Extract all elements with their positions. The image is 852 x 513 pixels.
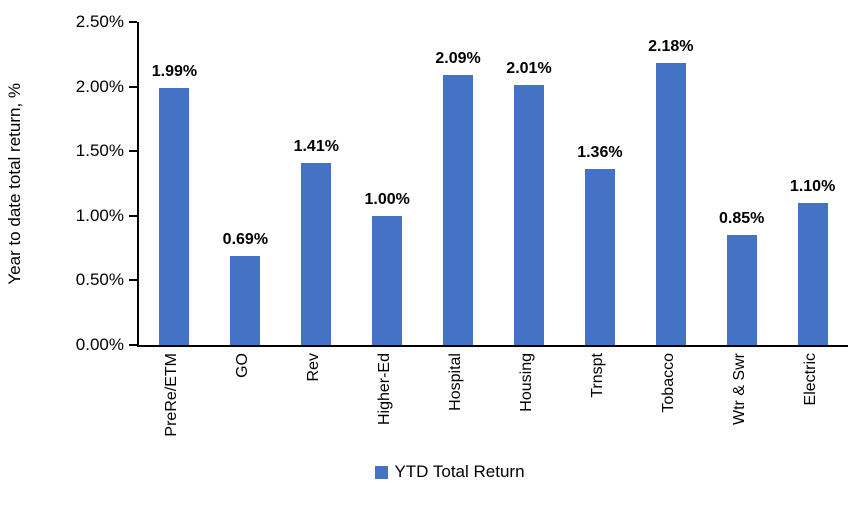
bars-container: 1.99% 0.69% 1.41% 1.00% 2.09% 2.01% 1.36% 2.18%… [139,22,848,345]
y-tick-label: 0.00% [75,335,124,354]
bar-value-label: 1.41% [293,137,339,155]
bar-slot: 2.09% [423,22,494,345]
y-tick-mark [129,344,137,346]
bar-9 [797,202,828,345]
y-tick-label: 0.50% [75,270,124,290]
y-tick-label: 1.50% [75,141,124,161]
plot-area: 1.99% 0.69% 1.41% 1.00% 2.09% 2.01% 1.36% 2.18%… [137,22,848,347]
x-axis-label: PreRe/ETM [163,353,181,437]
bar-value-label: 1.99% [151,62,198,80]
y-tick-label: 1.00% [75,205,124,225]
bar-value-label: 1.10% [789,177,836,195]
x-axis-label: Wtr & Swr [730,353,748,425]
bar-value-label: 0.69% [222,230,269,248]
bar-value-label: 2.09% [435,50,481,67]
y-axis-title-container: Year to date total return, % [0,22,30,345]
y-tick-label: 2.00% [75,76,124,96]
bar-slot: 2.01% [494,22,565,345]
x-label-slot: Housing [492,353,563,459]
bar-slot: 0.85% [706,22,777,345]
bar-value-label: 2.18% [648,38,694,56]
y-tick-mark [129,279,137,282]
bar-4 [443,75,474,345]
bar-slot: 1.10% [777,22,848,345]
bar-value-label: 0.85% [719,210,765,228]
bar-5 [513,85,544,345]
y-tick-mark [129,21,137,23]
x-label-slot: Electric [775,353,846,459]
x-label-slot: Tobacco [633,353,704,459]
x-axis-label: Housing [517,353,535,412]
x-axis-label: Rev [305,353,323,382]
bar-3 [372,215,403,345]
bar-slot: 0.69% [210,22,281,345]
x-label-slot: Wtr & Swr [704,353,775,459]
x-axis-label: Hospital [447,353,465,411]
y-tick-mark [129,150,137,153]
legend-swatch-icon [375,465,389,479]
bar-slot: 2.18% [635,22,706,345]
bar-7 [655,63,686,345]
x-label-slot: GO [208,353,279,459]
bar-6 [584,169,615,345]
x-label-slot: Rev [279,353,350,459]
x-axis-label: GO [234,353,252,378]
bar-value-label: 1.36% [577,144,623,162]
y-tick-mark [129,85,137,88]
bar-8 [726,235,757,345]
x-label-slot: Higher-Ed [350,353,421,459]
legend-label: YTD Total Return [394,462,525,481]
x-axis-label: Trnspt [588,353,606,398]
y-tick-label: 2.50% [75,12,124,31]
legend: YTD Total Return [48,462,852,482]
bar-slot: 1.99% [139,22,210,345]
x-axis-label: Tobacco [659,353,677,413]
bar-value-label: 2.01% [506,60,552,78]
bar-2 [301,162,332,345]
y-tick-mark [129,214,137,217]
x-label-slot: Trnspt [562,353,633,459]
bar-slot: 1.41% [281,22,352,345]
x-axis-label: Electric [801,353,819,406]
bar-value-label: 1.00% [364,190,410,208]
bar-slot: 1.36% [564,22,635,345]
y-axis-title: Year to date total return, % [5,82,24,285]
x-axis-labels: PreRe/ETM GO Rev Higher-Ed Hospital Housing Tr… [137,353,846,459]
bar-slot: 1.00% [352,22,423,345]
bar-1 [230,255,261,345]
x-label-slot: Hospital [421,353,492,459]
x-label-slot: PreRe/ETM [137,353,208,459]
x-axis-label: Higher-Ed [376,353,394,426]
bar-0 [159,87,190,345]
